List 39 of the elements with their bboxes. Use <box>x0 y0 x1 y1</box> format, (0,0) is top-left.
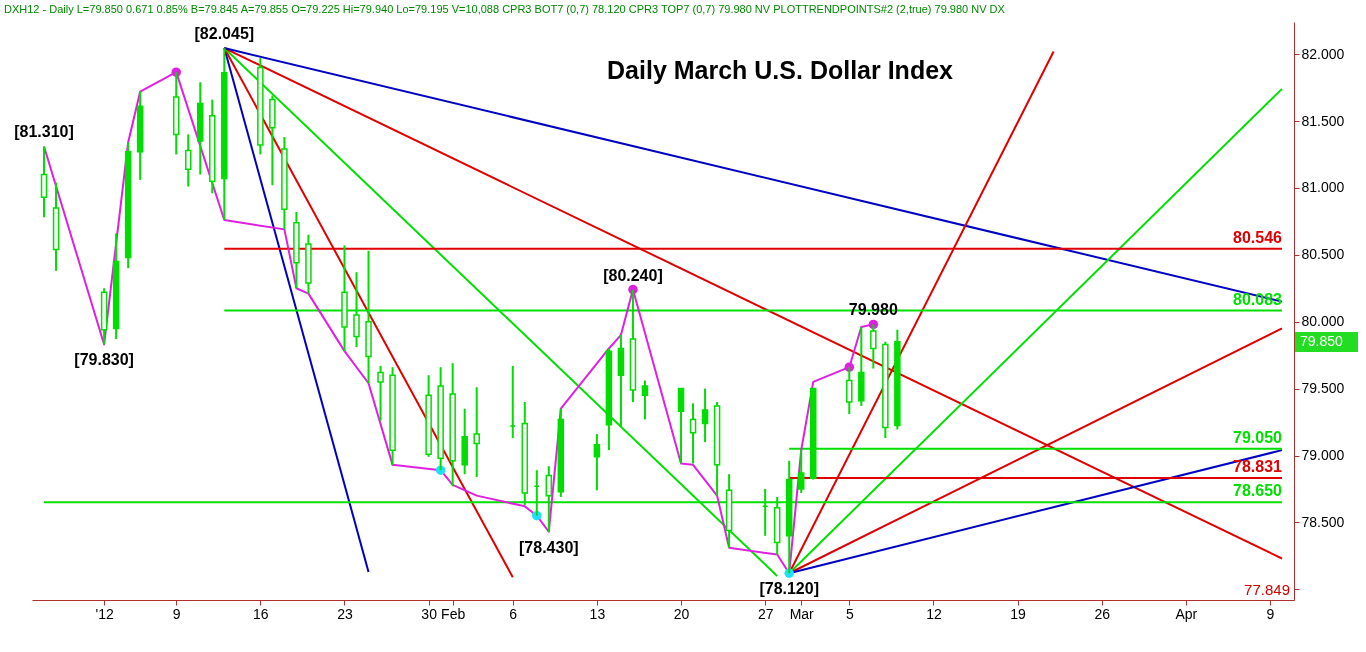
data-label: [81.310] <box>14 123 74 141</box>
x-tick-label: Mar <box>789 605 815 622</box>
y-tick-label: 80.500 <box>1301 246 1345 263</box>
y-tick-label: 80.000 <box>1301 313 1345 330</box>
annotation: 77.849 <box>1244 581 1290 598</box>
series-label: 79.050 <box>1233 428 1283 446</box>
data-label: [78.120] <box>759 580 819 598</box>
y-tick-label: 81.000 <box>1301 179 1345 196</box>
y-tick-label: 81.500 <box>1301 112 1345 129</box>
text: 79.850 <box>1300 333 1344 349</box>
x-tick-label: 16 <box>253 605 269 622</box>
y-tick-label: 79.500 <box>1301 380 1345 397</box>
data-label: [79.830] <box>74 351 134 369</box>
x-tick-label: 27 <box>757 605 774 622</box>
y-tick-label: 79.000 <box>1301 447 1345 463</box>
series-label: 80.546 <box>1233 228 1283 246</box>
x-tick-label: 6 <box>509 605 518 622</box>
x-tick-label: Apr <box>1175 605 1198 622</box>
text: DXH12 - Daily L=79.850 0.671 0.85% B=79.845 A=79.855 O=79.225 Hi=79.940 Lo=79.195 V=10,088 CPR3 BOT7 (0,7) 78.120 CPR3 TOP7 (0,7) 79.980 NV PLOTTRENDPOINTS#2 (2,true) 79.980 NV DX <box>4 3 1005 15</box>
x-tick-label: 9 <box>1266 605 1275 622</box>
x-tick-label: 12 <box>926 605 942 622</box>
series-label: 78.650 <box>1233 482 1283 500</box>
data-label: [82.045] <box>194 25 255 43</box>
x-tick-label: '12 <box>95 605 114 622</box>
x-tick-label: 30 <box>421 605 438 622</box>
data-label: [80.240] <box>603 266 663 284</box>
text: Daily March U.S. Dollar Index <box>607 56 954 84</box>
series-label: 78.831 <box>1233 458 1283 476</box>
x-tick-label: 5 <box>845 605 854 622</box>
data-label: [78.430] <box>519 538 579 556</box>
x-tick-label: 26 <box>1094 605 1111 622</box>
x-tick-label: 20 <box>673 605 690 622</box>
x-tick-label: 13 <box>589 605 606 622</box>
x-tick-label: 19 <box>1010 605 1027 622</box>
x-tick-label: 9 <box>172 605 181 622</box>
y-tick-label: 78.500 <box>1301 513 1345 530</box>
x-tick-label: 23 <box>337 605 353 622</box>
x-tick-label: Feb <box>441 605 466 622</box>
y-tick-label: 82.000 <box>1301 45 1345 62</box>
